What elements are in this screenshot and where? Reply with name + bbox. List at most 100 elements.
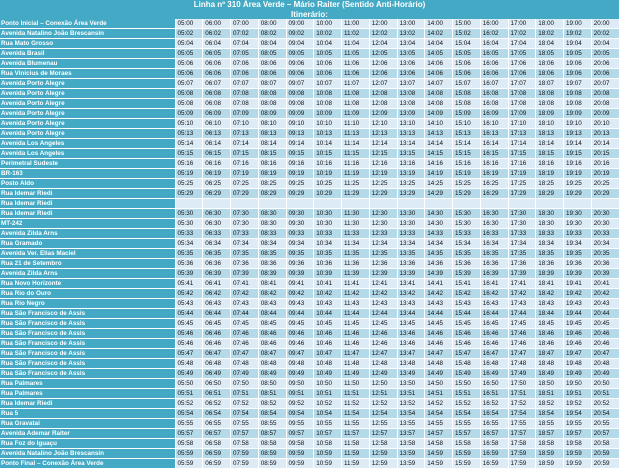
departure-time: 16:58: [480, 438, 509, 449]
departure-time: 12:58: [369, 438, 398, 449]
departure-time: 05:48: [175, 358, 204, 369]
departure-time: 17:55: [508, 418, 537, 429]
departure-time: 09:59: [286, 458, 315, 469]
departure-time: 19:07: [563, 78, 592, 89]
stop-name: Rua Foz do Iguaçu: [0, 438, 176, 449]
departure-time: 16:46: [480, 328, 509, 339]
departure-time: 12:54: [369, 408, 398, 419]
departure-time: 11:42: [341, 288, 370, 299]
departure-time: 17:06: [508, 68, 537, 79]
departure-time: 07:46: [230, 328, 259, 339]
departure-time: 10:06: [313, 58, 342, 69]
stop-name: Avenida Zilda Arns: [0, 228, 176, 239]
departure-time: 19:45: [563, 318, 592, 329]
departure-time: 16:34: [480, 238, 509, 249]
departure-time: 19:08: [563, 88, 592, 99]
departure-time: 13:44: [397, 308, 426, 319]
departure-time: 18:04: [535, 38, 564, 49]
departure-time: 19:52: [563, 398, 592, 409]
departure-time: 11:08: [341, 98, 370, 109]
departure-time: 17:49: [508, 368, 537, 379]
departure-time: 06:59: [202, 458, 231, 469]
departure-time: 18:30: [535, 218, 564, 229]
departure-time: 11:39: [341, 268, 370, 279]
departure-time: 06:08: [202, 88, 231, 99]
departure-time: 18:34: [535, 238, 564, 249]
departure-time: 14:36: [424, 258, 453, 269]
departure-time: 16:06: [480, 58, 509, 69]
departure-time: 08:39: [258, 268, 287, 279]
departure-time: 09:29: [286, 188, 315, 199]
departure-time: 16:08: [480, 98, 509, 109]
departure-time: 12:49: [369, 368, 398, 379]
departure-time: 18:51: [535, 388, 564, 399]
departure-time: 10:58: [313, 438, 342, 449]
departure-time: 19:44: [563, 308, 592, 319]
departure-time: 18:46: [535, 338, 564, 349]
departure-time: 09:59: [286, 448, 315, 459]
stop-name: Rua São Francisco de Assis: [0, 318, 176, 329]
departure-time: 16:57: [480, 428, 509, 439]
departure-time: 10:39: [313, 268, 342, 279]
departure-time: 11:30: [341, 218, 370, 229]
departure-time: 07:30: [230, 218, 259, 229]
table-row: Rua Gravataí 05:55 06:55 07:55 08:55 09:55 10:…: [0, 418, 619, 429]
departure-time: 13:30: [397, 208, 426, 219]
departure-time: 18:14: [535, 138, 564, 149]
departure-time: 18:15: [535, 148, 564, 159]
departure-time: 10:06: [313, 68, 342, 79]
departure-time: 14:04: [424, 38, 453, 49]
departure-time: 19:05: [563, 48, 592, 59]
departure-time: 16:02: [480, 28, 509, 39]
departure-time: 10:30: [313, 208, 342, 219]
table-row: BR-163 05:19 06:19 07:19 08:19 09:19 10:19 11:1…: [0, 168, 619, 179]
departure-time: 14:43: [424, 298, 453, 309]
departure-time: 20:43: [591, 298, 619, 309]
departure-time: 09:43: [286, 298, 315, 309]
departure-time: 20:16: [591, 158, 619, 169]
departure-time: 08:33: [258, 228, 287, 239]
departure-time: 07:47: [230, 348, 259, 359]
departure-time: 18:43: [535, 298, 564, 309]
departure-time: 18:00: [535, 19, 564, 29]
departure-time: 05:25: [175, 178, 204, 189]
departure-time: 12:06: [369, 68, 398, 79]
departure-time: 17:15: [508, 148, 537, 159]
departure-time: 12:42: [369, 288, 398, 299]
departure-time: 08:29: [258, 188, 287, 199]
departure-time: 14:46: [424, 328, 453, 339]
departure-time: 19:25: [563, 178, 592, 189]
departure-time: 11:43: [341, 298, 370, 309]
departure-time: 16:55: [480, 418, 509, 429]
departure-time: 12:36: [369, 258, 398, 269]
departure-time: 20:36: [591, 258, 619, 269]
table-row: Rua São Francisco de Assis 05:46 06:46 07:4…: [0, 328, 619, 339]
departure-time: 14:29: [424, 188, 453, 199]
departure-time: 09:45: [286, 318, 315, 329]
departure-time: 09:42: [286, 288, 315, 299]
departure-time: 18:46: [535, 328, 564, 339]
departure-time: 13:42: [397, 288, 426, 299]
departure-time: 05:54: [175, 408, 204, 419]
departure-time: 19:50: [563, 378, 592, 389]
departure-time: 05:41: [175, 278, 204, 289]
departure-time: 06:42: [202, 288, 231, 299]
departure-time: 20:34: [591, 238, 619, 249]
departure-time: 15:33: [452, 228, 481, 239]
departure-time: 12:06: [369, 58, 398, 69]
departure-time: 16:36: [480, 258, 509, 269]
stop-name: Rua Palmares: [0, 378, 176, 389]
departure-time: 06:35: [202, 248, 231, 259]
departure-time: 14:13: [424, 128, 453, 139]
departure-time: 16:47: [480, 348, 509, 359]
departure-time: 20:06: [591, 58, 619, 69]
table-row: Rua Idemar Riedi 05:29 06:29 07:29 08:29 09:2…: [0, 188, 619, 199]
table-row: Avenida Porto Alegre 05:07 06:07 07:07 08:07…: [0, 78, 619, 89]
departure-time: 11:52: [341, 398, 370, 409]
departure-time: 12:13: [369, 128, 398, 139]
departure-time: 17:51: [508, 388, 537, 399]
departure-time: 12:33: [369, 228, 398, 239]
table-row: Rua São Francisco de Assis 05:45 06:45 07:4…: [0, 318, 619, 329]
departure-time: 08:59: [258, 448, 287, 459]
departure-time: 15:59: [452, 448, 481, 459]
